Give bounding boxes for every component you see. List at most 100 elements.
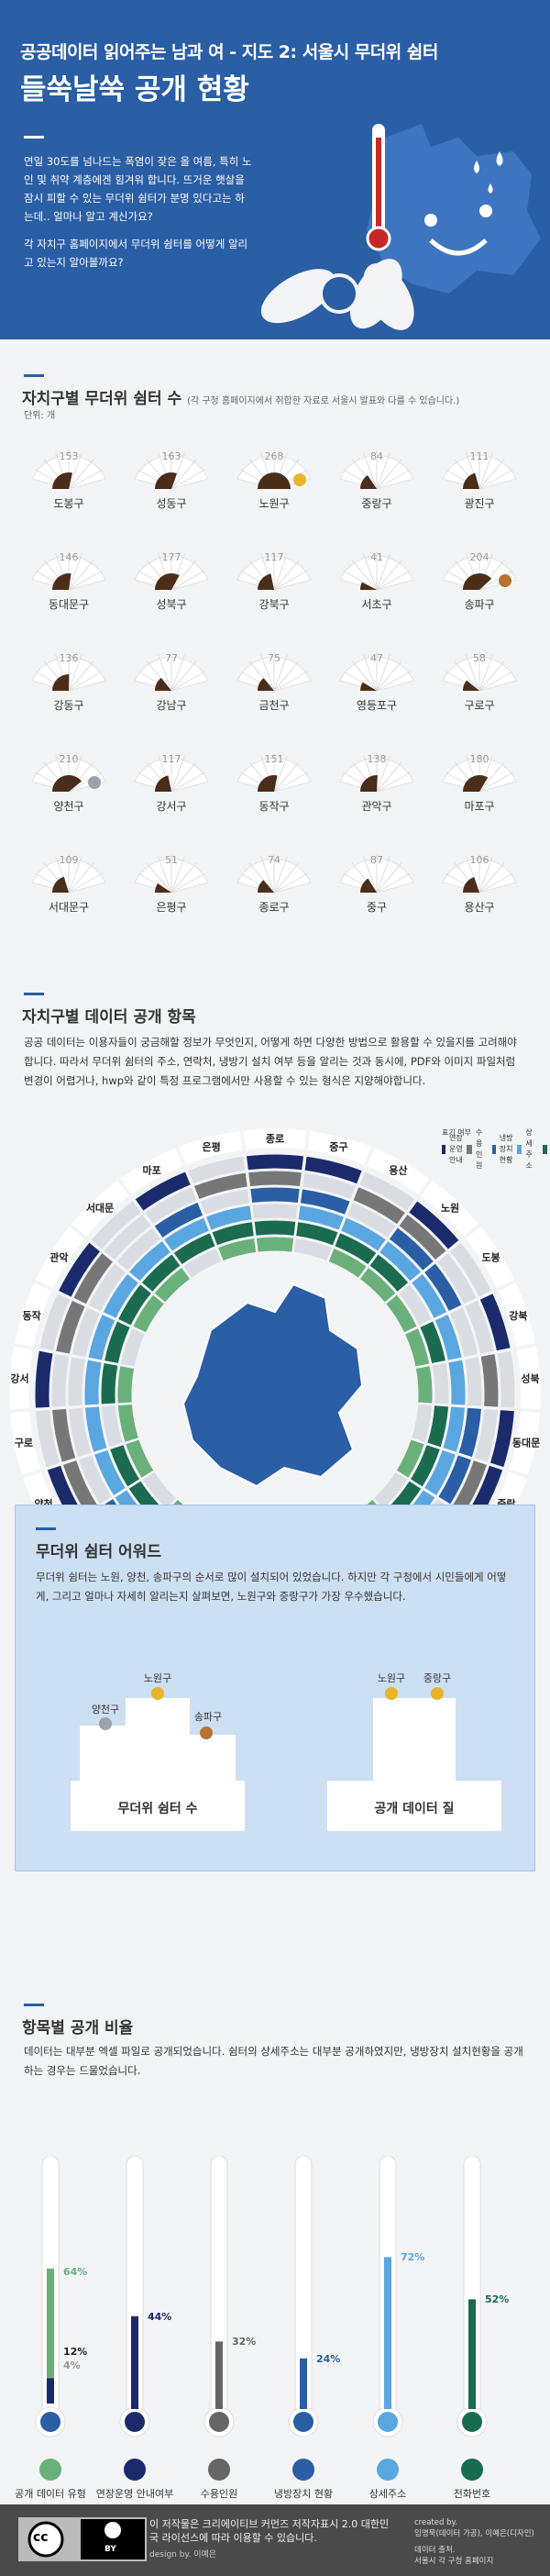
medal-icon (88, 776, 101, 789)
fan-value: 51 (165, 854, 178, 866)
district-fan: 180 마포구 (438, 741, 521, 829)
fan-value: 109 (59, 854, 79, 866)
ring-segment (253, 1219, 297, 1237)
ring-segment (395, 1438, 425, 1480)
section-dash (24, 2004, 44, 2006)
ring-segment (251, 1203, 299, 1220)
hero-banner: 공공데이터 읽어주는 남과 여 - 지도 2: 서울시 무더위 쉼터 들쑥날쑥 … (0, 0, 550, 339)
ring-district-label: 서대문 (86, 1202, 114, 1215)
fan-icon (442, 450, 517, 490)
ring-segment (463, 1356, 483, 1407)
fan-icon (292, 2459, 314, 2481)
ring-district-label: 중구 (329, 1141, 347, 1153)
fan-value: 117 (264, 551, 284, 563)
legend-item: 냉방장치 현황 (491, 1134, 513, 1164)
ring-segment (352, 1185, 407, 1226)
ring-district-label: 종로 (266, 1133, 284, 1145)
thermometer-percent: 32% (232, 2336, 257, 2348)
ring-segment (211, 1221, 255, 1247)
ring-segment (132, 1294, 166, 1334)
thermometer-percent: 72% (401, 2251, 425, 2264)
fan-district-name: 강북구 (258, 598, 290, 611)
fan-icon (339, 753, 414, 793)
ring-segment (358, 1171, 416, 1212)
fan-district-name: 관악구 (361, 800, 392, 813)
ring-segment (57, 1241, 102, 1298)
ring-district-label: 용산 (389, 1164, 407, 1177)
fan-icon (236, 652, 312, 692)
thermometer-label: 공개 데이터 유형 (15, 2488, 86, 2500)
legend-swatch (467, 1145, 472, 1154)
ring-segment (115, 1227, 162, 1272)
ring-segment (497, 1282, 537, 1349)
thermometer (288, 2156, 319, 2437)
ring-district-label: 성북 (521, 1371, 539, 1384)
fan-district-name: 서초구 (361, 598, 392, 611)
district-fan: 87 중구 (336, 842, 418, 930)
fan-value: 84 (370, 450, 383, 462)
ring-district-label: 노원 (441, 1202, 459, 1215)
ring-segment (448, 1306, 479, 1359)
legend-title: 표기 여부 (442, 1128, 471, 1137)
district-fan: 136 강동구 (28, 640, 110, 728)
ring-segment (297, 1205, 346, 1231)
thermometer-percent: 24% (316, 2352, 341, 2365)
ring-segment (177, 1129, 244, 1166)
thermometer (204, 2156, 235, 2437)
fan-district-name: 중랑구 (361, 497, 392, 510)
fan-icon (442, 854, 517, 894)
district-fan: 210 양천구 (28, 741, 110, 829)
legend-label: 상세 주소 (525, 1128, 533, 1170)
thermometer-percent: 64% (63, 2266, 88, 2278)
fan-value: 180 (469, 753, 490, 765)
ring-segment (34, 1349, 54, 1409)
ring-district-label: 관악 (50, 1251, 68, 1264)
ring-segment (192, 1171, 248, 1201)
hero-kicker: 공공데이터 읽어주는 남과 여 - 지도 2: 서울시 무더위 쉼터 (20, 42, 438, 62)
ring-segment (515, 1345, 542, 1411)
ring-segment (116, 1365, 136, 1405)
ring-segment (13, 1282, 53, 1349)
ring-segment (464, 1225, 516, 1290)
ring-segment (299, 1188, 351, 1216)
medal-icon (499, 574, 512, 587)
ring-segment (306, 1129, 373, 1166)
ring-segment (50, 1352, 71, 1408)
fan-district-name: 강동구 (53, 699, 84, 712)
ring-segment (182, 1247, 223, 1280)
ring-segment (153, 1266, 192, 1304)
fan-icon (31, 753, 106, 793)
podium-graphics (71, 1687, 501, 1831)
ring-segment (255, 1236, 295, 1253)
footer: cc BY 이 저작물은 크리에이티브 커먼즈 저작자표시 2.0 대한민국 라… (0, 2504, 550, 2576)
fan-icon (442, 551, 517, 591)
ring-segment (248, 1170, 302, 1188)
district-fan: 163 성동구 (130, 439, 213, 527)
district-fan: 138 관악구 (336, 741, 418, 829)
district-fan: 41 서초구 (336, 539, 418, 627)
fan-value: 47 (370, 652, 383, 664)
ring-segment (489, 1409, 515, 1469)
ring-segment (72, 1251, 115, 1305)
ring-segment (419, 1179, 480, 1238)
fan-value: 77 (165, 652, 178, 664)
ring-segment (397, 1282, 434, 1327)
ring-segment (508, 1410, 541, 1476)
legend-label: 연장운영 안내 (448, 1134, 463, 1164)
legend-swatch (542, 1145, 548, 1154)
ring-segment (216, 1237, 258, 1262)
fan-icon (31, 551, 106, 591)
thermometer (119, 2156, 150, 2437)
ring-segment (409, 1443, 442, 1488)
ring-segment (70, 1179, 131, 1238)
thermometer-label: 냉방장치 현황 (273, 2488, 334, 2500)
ring-segment (119, 1327, 147, 1368)
ring-segment (51, 1407, 77, 1463)
hero-paragraph-2: 각 자치구 홈페이지에서 무더위 쉼터를 어떻게 알리고 있는지 알아볼까요? (24, 238, 248, 269)
section-dash (24, 993, 44, 995)
ring-segment (103, 1213, 152, 1261)
district-fan: 74 종로구 (233, 842, 315, 930)
legend-label: 수용인원 (475, 1128, 483, 1170)
fan-value: 106 (469, 854, 490, 866)
